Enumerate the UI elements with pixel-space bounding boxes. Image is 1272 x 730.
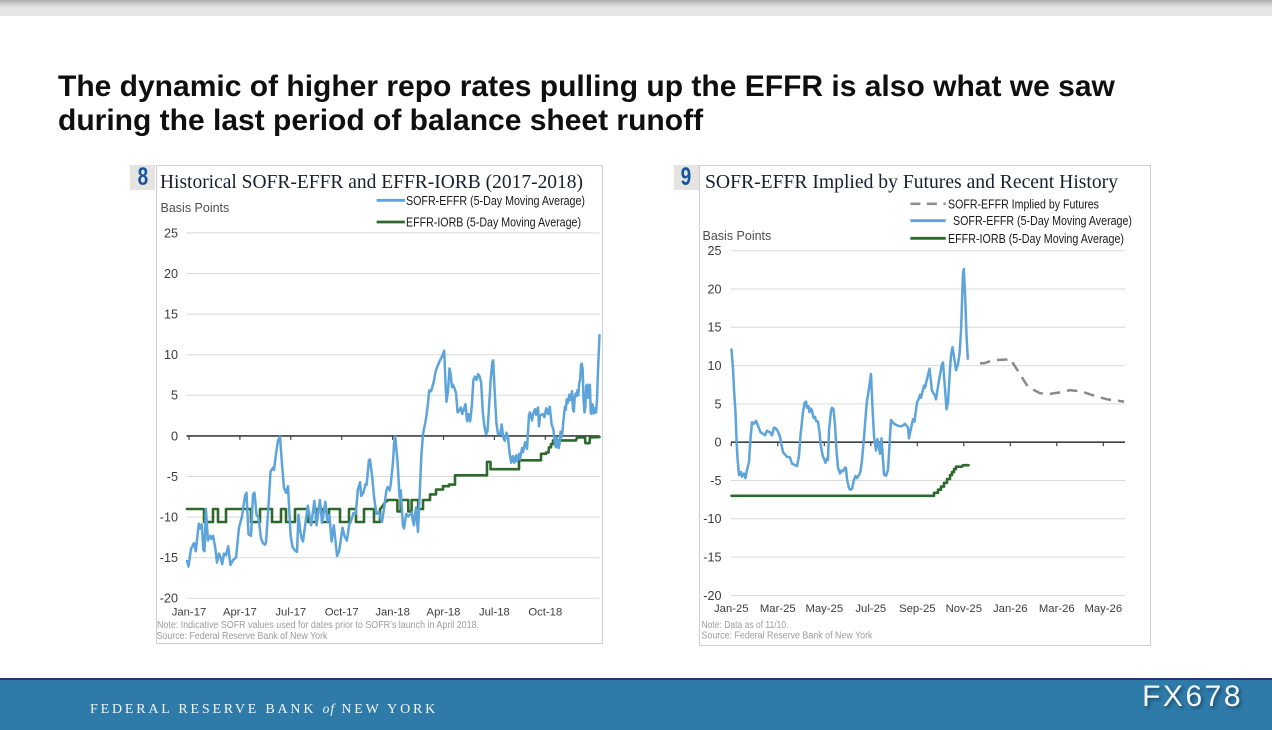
svg-text:20: 20 bbox=[164, 267, 178, 281]
svg-text:10: 10 bbox=[164, 348, 178, 362]
svg-text:EFFR-IORB (5-Day Moving Averag: EFFR-IORB (5-Day Moving Average) bbox=[948, 231, 1124, 246]
svg-text:Jan-17: Jan-17 bbox=[172, 606, 207, 618]
svg-text:Jul-25: Jul-25 bbox=[855, 603, 886, 615]
svg-text:-20: -20 bbox=[160, 592, 178, 606]
svg-text:Apr-18: Apr-18 bbox=[427, 606, 461, 618]
svg-text:5: 5 bbox=[714, 397, 721, 411]
svg-text:Basis Points: Basis Points bbox=[161, 201, 230, 215]
svg-text:Note: Indicative SOFR values u: Note: Indicative SOFR values used for da… bbox=[157, 620, 479, 631]
svg-text:SOFR-EFFR (5-Day Moving Averag: SOFR-EFFR (5-Day Moving Average) bbox=[406, 193, 585, 208]
svg-text:May-25: May-25 bbox=[805, 603, 843, 615]
svg-text:-5: -5 bbox=[710, 474, 721, 488]
svg-text:Nov-25: Nov-25 bbox=[946, 603, 982, 615]
svg-text:Jul-17: Jul-17 bbox=[275, 606, 306, 618]
svg-text:15: 15 bbox=[707, 321, 721, 335]
svg-text:0: 0 bbox=[171, 429, 178, 443]
svg-text:Source: Federal Reserve Bank o: Source: Federal Reserve Bank of New York bbox=[702, 631, 874, 642]
svg-text:20: 20 bbox=[707, 282, 721, 296]
svg-text:Source: Federal Reserve Bank o: Source: Federal Reserve Bank of New York bbox=[157, 631, 329, 642]
svg-text:-15: -15 bbox=[160, 551, 178, 565]
svg-text:-10: -10 bbox=[160, 511, 178, 525]
svg-text:SOFR-EFFR (5-Day Moving Averag: SOFR-EFFR (5-Day Moving Average) bbox=[953, 213, 1132, 228]
svg-text:-5: -5 bbox=[167, 470, 178, 484]
svg-text:5: 5 bbox=[171, 389, 178, 403]
svg-text:25: 25 bbox=[164, 226, 178, 240]
svg-text:Jul-18: Jul-18 bbox=[479, 606, 510, 618]
svg-text:Basis Points: Basis Points bbox=[703, 229, 772, 243]
svg-text:10: 10 bbox=[707, 359, 721, 373]
svg-text:Jan-18: Jan-18 bbox=[375, 606, 410, 618]
svg-text:Oct-18: Oct-18 bbox=[528, 606, 562, 618]
svg-text:Apr-17: Apr-17 bbox=[223, 606, 257, 618]
svg-text:Note: Data as of 11/10.: Note: Data as of 11/10. bbox=[702, 620, 789, 631]
svg-text:May-26: May-26 bbox=[1084, 603, 1122, 615]
svg-text:Historical SOFR-EFFR and EFFR-: Historical SOFR-EFFR and EFFR-IORB (2017… bbox=[160, 172, 583, 193]
svg-text:Mar-26: Mar-26 bbox=[1039, 603, 1075, 615]
svg-text:EFFR-IORB (5-Day Moving Averag: EFFR-IORB (5-Day Moving Average) bbox=[406, 215, 581, 230]
svg-text:Sep-25: Sep-25 bbox=[899, 603, 935, 615]
svg-text:25: 25 bbox=[707, 244, 721, 258]
svg-text:Oct-17: Oct-17 bbox=[325, 606, 359, 618]
svg-text:15: 15 bbox=[164, 308, 178, 322]
svg-text:SOFR-EFFR Implied by Futures a: SOFR-EFFR Implied by Futures and Recent … bbox=[705, 172, 1118, 193]
svg-text:0: 0 bbox=[714, 436, 721, 450]
svg-text:-20: -20 bbox=[703, 589, 721, 603]
svg-text:-15: -15 bbox=[703, 551, 721, 565]
svg-text:Mar-25: Mar-25 bbox=[760, 603, 796, 615]
svg-text:SOFR-EFFR Implied by Futures: SOFR-EFFR Implied by Futures bbox=[948, 196, 1099, 211]
svg-text:Jan-26: Jan-26 bbox=[993, 603, 1028, 615]
svg-text:Jan-25: Jan-25 bbox=[714, 603, 749, 615]
svg-text:-10: -10 bbox=[703, 512, 721, 526]
